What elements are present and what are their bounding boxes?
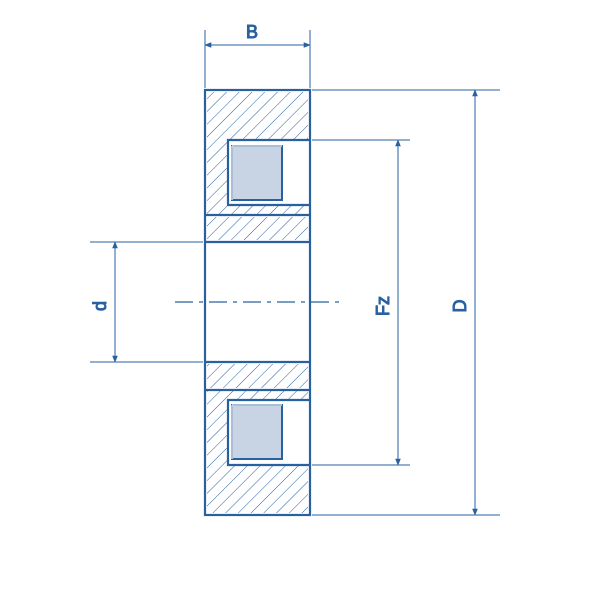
label-d: d [90, 301, 110, 311]
dimension-B: B [205, 22, 310, 88]
label-B: B [246, 22, 258, 42]
bearing-cross-section-drawing: B d Fz D [0, 0, 600, 600]
dimension-D: D [312, 90, 500, 515]
label-Fz: Fz [373, 296, 393, 316]
label-D: D [450, 300, 470, 313]
